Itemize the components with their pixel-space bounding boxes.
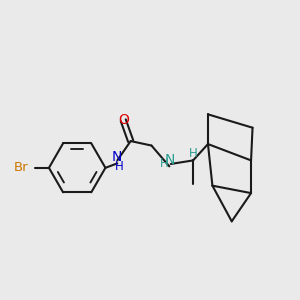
Text: H: H	[160, 158, 168, 170]
Text: H: H	[115, 160, 124, 173]
Text: N: N	[165, 153, 175, 167]
Text: O: O	[118, 113, 129, 127]
Text: H: H	[189, 147, 197, 161]
Text: N: N	[112, 150, 122, 164]
Text: Br: Br	[14, 161, 28, 174]
